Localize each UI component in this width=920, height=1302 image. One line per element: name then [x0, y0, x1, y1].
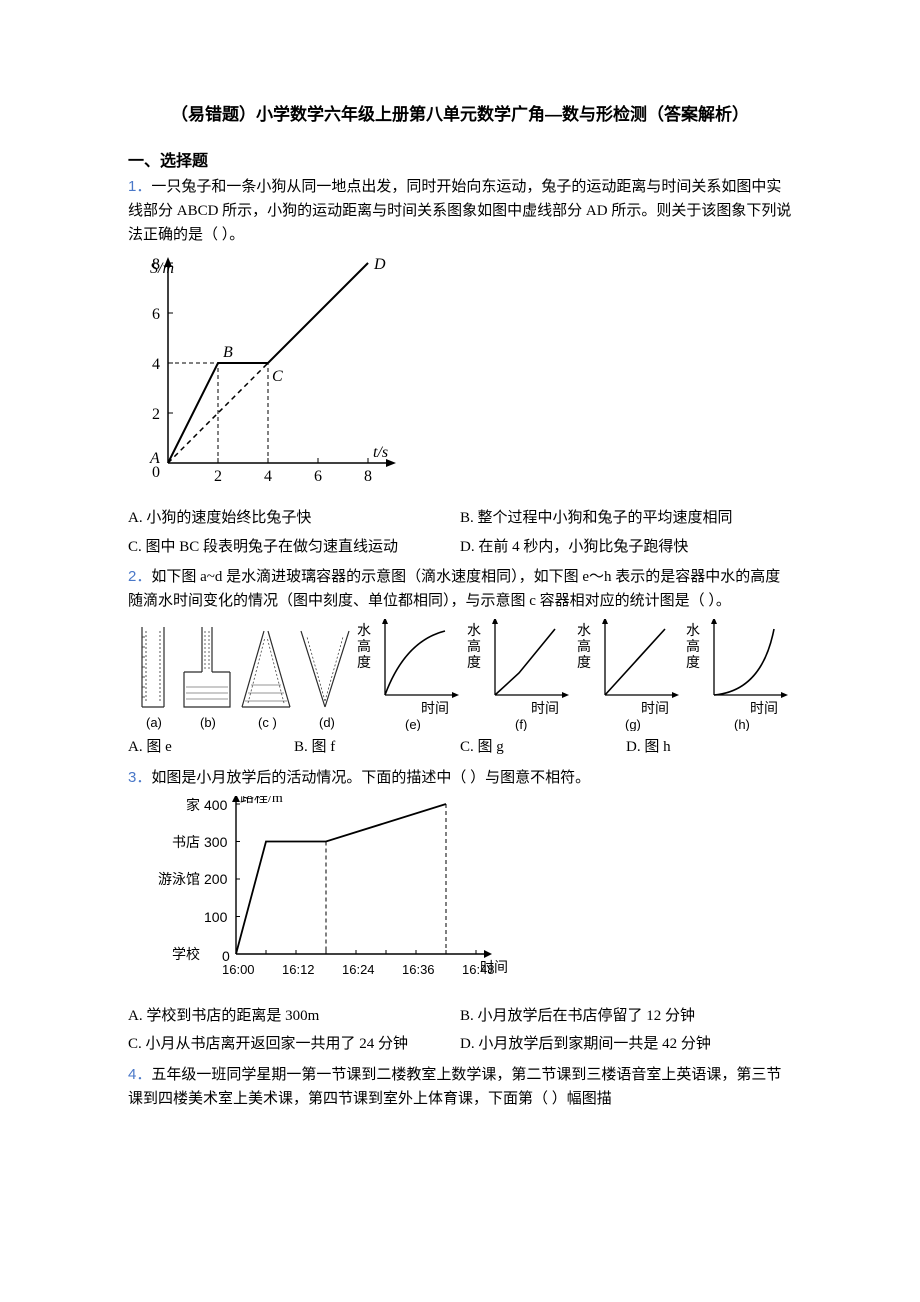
svg-text:(h): (h)	[734, 717, 750, 731]
svg-text:16:36: 16:36	[402, 962, 435, 977]
svg-text:6: 6	[152, 306, 160, 323]
svg-text:300: 300	[204, 834, 228, 850]
svg-text:书店: 书店	[172, 835, 200, 851]
q1-optA: A. 小狗的速度始终比兔子快	[128, 504, 460, 533]
q2-number: 2．	[128, 568, 151, 585]
svg-text:家: 家	[186, 797, 200, 814]
svg-text:水: 水	[357, 623, 371, 639]
svg-text:(e): (e)	[405, 717, 421, 731]
q1-options: A. 小狗的速度始终比兔子快 B. 整个过程中小狗和兔子的平均速度相同 C. 图…	[128, 504, 792, 561]
svg-text:100: 100	[204, 909, 228, 925]
svg-text:时间: 时间	[531, 701, 559, 717]
svg-text:200: 200	[204, 871, 228, 887]
section-heading: 一、选择题	[128, 147, 792, 171]
q1-optB: B. 整个过程中小狗和兔子的平均速度相同	[460, 504, 792, 533]
svg-text:A: A	[149, 450, 160, 467]
svg-text:度: 度	[686, 655, 700, 671]
svg-text:高: 高	[357, 638, 371, 655]
svg-text:16:12: 16:12	[282, 962, 315, 977]
q2-optA: A. 图 e	[128, 733, 294, 762]
svg-text:学校: 学校	[172, 946, 200, 963]
svg-text:4: 4	[152, 356, 160, 373]
q3-stem: 3．如图是小月放学后的活动情况。下面的描述中（ ）与图意不相符。	[128, 766, 792, 790]
q1-text: 一只兔子和一条小狗从同一地点出发，同时开始向东运动，兔子的运动距离与时间关系如图…	[128, 179, 791, 243]
svg-text:16:00: 16:00	[222, 962, 255, 977]
q1-number: 1．	[128, 178, 151, 195]
svg-text:路程/m: 路程/m	[240, 796, 283, 806]
q3-optB: B. 小月放学后在书店停留了 12 分钟	[460, 1002, 792, 1031]
q2-vessel-b: (b)	[178, 621, 236, 731]
svg-text:水: 水	[686, 623, 700, 639]
q4-stem: 4．五年级一班同学星期一第一节课到二楼教室上数学课，第二节课到三楼语音室上英语课…	[128, 1063, 792, 1111]
svg-text:B: B	[223, 344, 233, 361]
svg-text:时间: 时间	[641, 701, 669, 717]
q2-curve-g: 水 高 度 时间 (g)	[575, 619, 685, 731]
doc-title: （易错题）小学数学六年级上册第八单元数学广角—数与形检测（答案解析）	[128, 100, 792, 125]
q2-vessel-a: (a)	[128, 621, 178, 731]
svg-text:高: 高	[686, 638, 700, 655]
svg-text:400: 400	[204, 797, 228, 813]
svg-text:高: 高	[577, 638, 591, 655]
q3-chart-svg: 家400 书店300 游泳馆200 100 学校0 路程/m 时间 16:00 …	[158, 796, 518, 991]
svg-text:高: 高	[467, 638, 481, 655]
q3-options: A. 学校到书店的距离是 300m B. 小月放学后在书店停留了 12 分钟 C…	[128, 1002, 792, 1059]
question-4: 4．五年级一班同学星期一第一节课到二楼教室上数学课，第二节课到三楼语音室上英语课…	[128, 1063, 792, 1111]
q1-xlabel: t/s	[373, 444, 388, 461]
q3-figure: 家400 书店300 游泳馆200 100 学校0 路程/m 时间 16:00 …	[158, 796, 792, 996]
q3-optC: C. 小月从书店离开返回家一共用了 24 分钟	[128, 1030, 460, 1059]
svg-text:6: 6	[314, 468, 322, 485]
q2-optB: B. 图 f	[294, 733, 460, 762]
q1-figure: S/m t/s 2468 246	[128, 253, 792, 498]
q4-number: 4．	[128, 1066, 151, 1083]
svg-text:游泳馆: 游泳馆	[158, 872, 200, 888]
q2-curve-f: 水 高 度 时间 (f)	[465, 619, 575, 731]
svg-text:4: 4	[264, 468, 272, 485]
q2-curve-e: 水 高 度 时间 (e)	[355, 619, 465, 731]
q2-text: 如下图 a~d 是水滴进玻璃容器的示意图（滴水速度相同），如下图 e～h 表示的…	[128, 569, 780, 609]
svg-text:水: 水	[467, 623, 481, 639]
q2-vessel-d: (d)	[295, 621, 355, 731]
svg-text:时间: 时间	[421, 701, 449, 717]
svg-text:2: 2	[152, 406, 160, 423]
q2-optC: C. 图 g	[460, 733, 626, 762]
q2-curve-h: 水 高 度 时间 (h)	[684, 619, 792, 731]
svg-text:(f): (f)	[515, 717, 527, 731]
svg-text:C: C	[272, 368, 283, 385]
q1-optD: D. 在前 4 秒内，小狗比兔子跑得快	[460, 533, 792, 562]
question-2: 2．如下图 a~d 是水滴进玻璃容器的示意图（滴水速度相同），如下图 e～h 表…	[128, 565, 792, 762]
page: （易错题）小学数学六年级上册第八单元数学广角—数与形检测（答案解析） 一、选择题…	[0, 0, 920, 1155]
svg-text:时间: 时间	[750, 701, 778, 717]
svg-text:(g): (g)	[625, 717, 641, 731]
svg-text:D: D	[373, 256, 386, 273]
q2-options: A. 图 e B. 图 f C. 图 g D. 图 h	[128, 733, 792, 762]
svg-text:16:48: 16:48	[462, 962, 495, 977]
q3-optA: A. 学校到书店的距离是 300m	[128, 1002, 460, 1031]
svg-text:(a): (a)	[146, 715, 162, 730]
svg-text:16:24: 16:24	[342, 962, 375, 977]
svg-text:8: 8	[152, 256, 160, 273]
q1-stem: 1．一只兔子和一条小狗从同一地点出发，同时开始向东运动，兔子的运动距离与时间关系…	[128, 175, 792, 247]
question-3: 3．如图是小月放学后的活动情况。下面的描述中（ ）与图意不相符。	[128, 766, 792, 1059]
q2-stem: 2．如下图 a~d 是水滴进玻璃容器的示意图（滴水速度相同），如下图 e～h 表…	[128, 565, 792, 613]
q2-optD: D. 图 h	[626, 733, 792, 762]
svg-text:度: 度	[577, 655, 591, 671]
q4-text: 五年级一班同学星期一第一节课到二楼教室上数学课，第二节课到三楼语音室上英语课，第…	[128, 1067, 781, 1107]
svg-text:(d): (d)	[319, 715, 335, 730]
q3-optD: D. 小月放学后到家期间一共是 42 分钟	[460, 1030, 792, 1059]
svg-text:8: 8	[364, 468, 372, 485]
q3-number: 3．	[128, 769, 151, 786]
q1-optC: C. 图中 BC 段表明兔子在做匀速直线运动	[128, 533, 460, 562]
svg-text:度: 度	[357, 655, 371, 671]
svg-text:(b): (b)	[200, 715, 216, 730]
q1-chart-svg: S/m t/s 2468 246	[128, 253, 412, 493]
svg-text:2: 2	[214, 468, 222, 485]
svg-text:(c ): (c )	[258, 715, 277, 730]
svg-text:度: 度	[467, 655, 481, 671]
q3-text: 如图是小月放学后的活动情况。下面的描述中（ ）与图意不相符。	[151, 770, 590, 786]
question-1: 1．一只兔子和一条小狗从同一地点出发，同时开始向东运动，兔子的运动距离与时间关系…	[128, 175, 792, 561]
q2-vessel-c: (c )	[236, 621, 296, 731]
svg-text:水: 水	[577, 623, 591, 639]
q2-figure-row: (a) (b)	[128, 619, 792, 731]
